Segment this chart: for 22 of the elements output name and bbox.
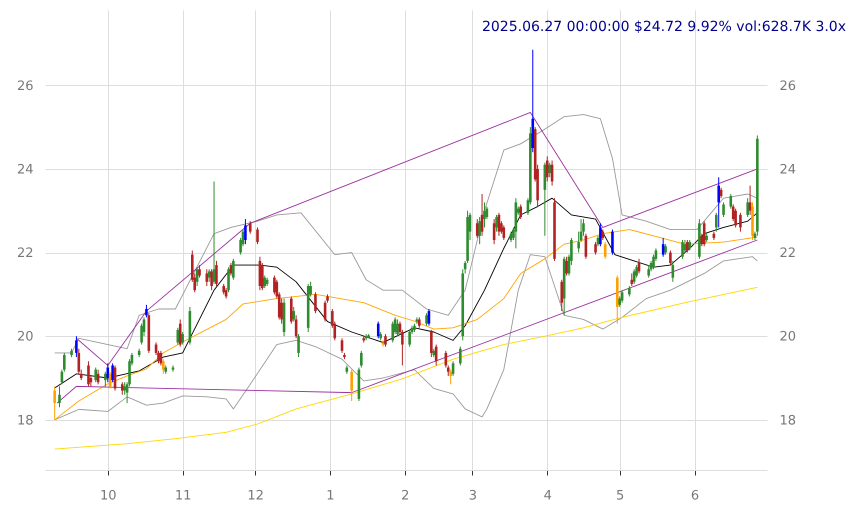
y2-tick-label: 24 [780, 162, 796, 178]
x-tick-label: 12 [247, 488, 264, 504]
y2-tick-label: 18 [780, 413, 796, 428]
y-tick-label: 24 [16, 162, 34, 178]
x-tick-label: 1 [326, 488, 335, 504]
x-tick-label: 5 [616, 488, 624, 504]
line-series [54, 198, 758, 388]
y-tick-label: 20 [16, 330, 34, 345]
line-series [54, 286, 758, 450]
x-tick-label: 2 [401, 488, 410, 504]
x-tick-label: 4 [544, 488, 552, 504]
y-tick-label: 18 [16, 413, 34, 428]
y-tick-label: 22 [16, 246, 34, 262]
text: 2025.06.27 00:00:00 $24.72 9.92% vol:628.7K 3.0x [482, 19, 846, 35]
y-tick-label: 26 [16, 78, 34, 94]
x-tick-label: 3 [468, 488, 478, 504]
y2-tick-label: 22 [780, 246, 796, 262]
x-tick-label: 11 [174, 488, 192, 504]
x-tick-label: 10 [100, 488, 117, 504]
x-tick-label: 6 [690, 488, 700, 504]
y2-tick-label: 26 [780, 78, 796, 94]
y2-tick-label: 20 [780, 330, 796, 345]
